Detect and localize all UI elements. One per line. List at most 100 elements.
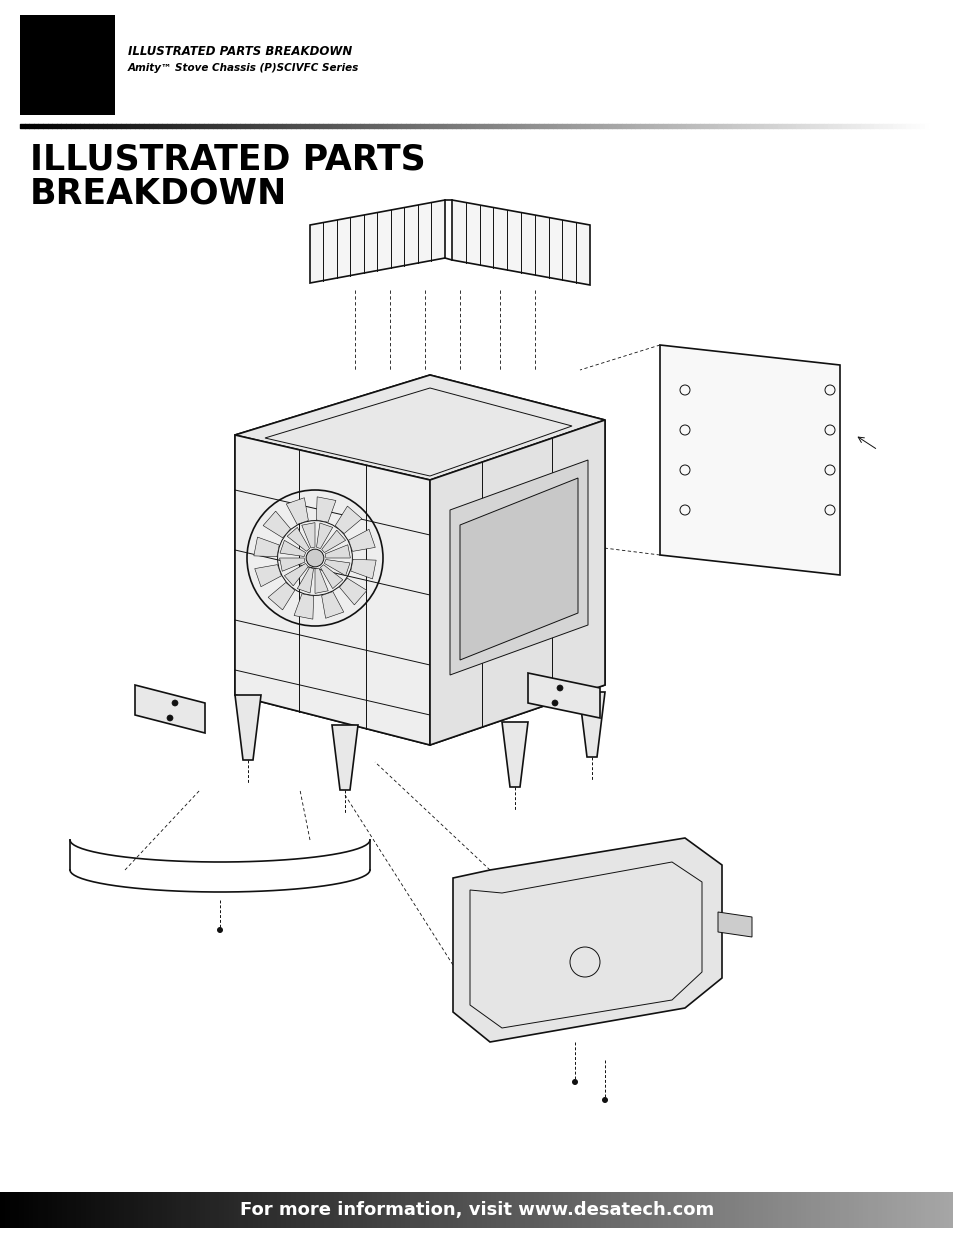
Bar bbox=[476, 1192, 481, 1228]
Bar bbox=[691, 1192, 696, 1228]
Bar bbox=[367, 1192, 372, 1228]
Polygon shape bbox=[234, 375, 604, 480]
Bar bbox=[710, 1192, 715, 1228]
Bar bbox=[448, 1192, 453, 1228]
Polygon shape bbox=[301, 522, 314, 548]
Circle shape bbox=[601, 1097, 607, 1103]
Bar bbox=[920, 1192, 924, 1228]
Polygon shape bbox=[332, 725, 357, 790]
Bar bbox=[453, 1192, 457, 1228]
Bar bbox=[519, 1192, 524, 1228]
Bar bbox=[457, 1192, 462, 1228]
Bar bbox=[700, 1192, 705, 1228]
Polygon shape bbox=[297, 567, 314, 593]
Bar bbox=[148, 1192, 152, 1228]
Bar bbox=[10, 1192, 14, 1228]
Polygon shape bbox=[254, 564, 281, 587]
Polygon shape bbox=[321, 592, 343, 619]
Bar bbox=[334, 1192, 338, 1228]
Bar bbox=[314, 1192, 319, 1228]
Bar bbox=[639, 1192, 643, 1228]
Polygon shape bbox=[430, 420, 604, 745]
Bar bbox=[548, 1192, 553, 1228]
Polygon shape bbox=[501, 722, 527, 787]
Bar bbox=[515, 1192, 519, 1228]
Polygon shape bbox=[527, 673, 599, 718]
Bar bbox=[658, 1192, 662, 1228]
Bar bbox=[224, 1192, 229, 1228]
Circle shape bbox=[557, 685, 562, 692]
Polygon shape bbox=[453, 839, 721, 1042]
Polygon shape bbox=[294, 594, 314, 619]
Bar bbox=[219, 1192, 224, 1228]
Bar bbox=[52, 1192, 57, 1228]
Bar bbox=[586, 1192, 591, 1228]
Bar bbox=[324, 1192, 329, 1228]
Bar bbox=[634, 1192, 639, 1228]
Bar bbox=[886, 1192, 891, 1228]
Bar bbox=[410, 1192, 415, 1228]
Bar bbox=[743, 1192, 748, 1228]
Bar bbox=[281, 1192, 286, 1228]
Polygon shape bbox=[578, 692, 604, 757]
Polygon shape bbox=[316, 496, 335, 522]
Bar bbox=[558, 1192, 562, 1228]
Bar bbox=[434, 1192, 438, 1228]
Bar bbox=[524, 1192, 529, 1228]
Bar bbox=[929, 1192, 934, 1228]
Bar bbox=[210, 1192, 214, 1228]
Bar bbox=[791, 1192, 796, 1228]
Bar bbox=[305, 1192, 310, 1228]
Bar bbox=[762, 1192, 767, 1228]
Bar bbox=[910, 1192, 915, 1228]
Bar bbox=[610, 1192, 615, 1228]
Bar bbox=[496, 1192, 500, 1228]
Bar bbox=[86, 1192, 91, 1228]
Bar bbox=[853, 1192, 858, 1228]
Bar bbox=[376, 1192, 381, 1228]
Bar bbox=[400, 1192, 405, 1228]
Bar bbox=[862, 1192, 867, 1228]
Bar bbox=[581, 1192, 586, 1228]
Bar bbox=[720, 1192, 724, 1228]
Bar bbox=[481, 1192, 486, 1228]
Bar bbox=[253, 1192, 257, 1228]
Text: Amity™ Stove Chassis (P)SCIVFC Series: Amity™ Stove Chassis (P)SCIVFC Series bbox=[128, 63, 359, 73]
Bar bbox=[500, 1192, 505, 1228]
Bar bbox=[572, 1192, 577, 1228]
Bar bbox=[901, 1192, 905, 1228]
Bar bbox=[76, 1192, 81, 1228]
Bar bbox=[110, 1192, 114, 1228]
Polygon shape bbox=[351, 559, 375, 579]
Bar bbox=[896, 1192, 901, 1228]
Bar bbox=[362, 1192, 367, 1228]
Bar bbox=[824, 1192, 829, 1228]
Bar bbox=[338, 1192, 343, 1228]
Bar bbox=[905, 1192, 910, 1228]
Bar bbox=[119, 1192, 124, 1228]
Bar bbox=[729, 1192, 734, 1228]
Bar bbox=[724, 1192, 729, 1228]
Polygon shape bbox=[284, 563, 308, 585]
Polygon shape bbox=[310, 200, 444, 283]
Bar bbox=[138, 1192, 143, 1228]
Bar bbox=[157, 1192, 162, 1228]
Bar bbox=[667, 1192, 672, 1228]
Bar bbox=[33, 1192, 38, 1228]
Bar bbox=[276, 1192, 281, 1228]
Bar bbox=[38, 1192, 43, 1228]
Bar bbox=[577, 1192, 581, 1228]
Bar bbox=[705, 1192, 710, 1228]
Bar bbox=[605, 1192, 610, 1228]
Bar bbox=[624, 1192, 629, 1228]
Text: BREAKDOWN: BREAKDOWN bbox=[30, 177, 287, 211]
Bar bbox=[753, 1192, 758, 1228]
Bar bbox=[329, 1192, 334, 1228]
Bar bbox=[815, 1192, 820, 1228]
Bar bbox=[229, 1192, 233, 1228]
Bar bbox=[429, 1192, 434, 1228]
Bar bbox=[443, 1192, 448, 1228]
Polygon shape bbox=[234, 695, 261, 760]
Bar bbox=[681, 1192, 686, 1228]
Bar bbox=[214, 1192, 219, 1228]
